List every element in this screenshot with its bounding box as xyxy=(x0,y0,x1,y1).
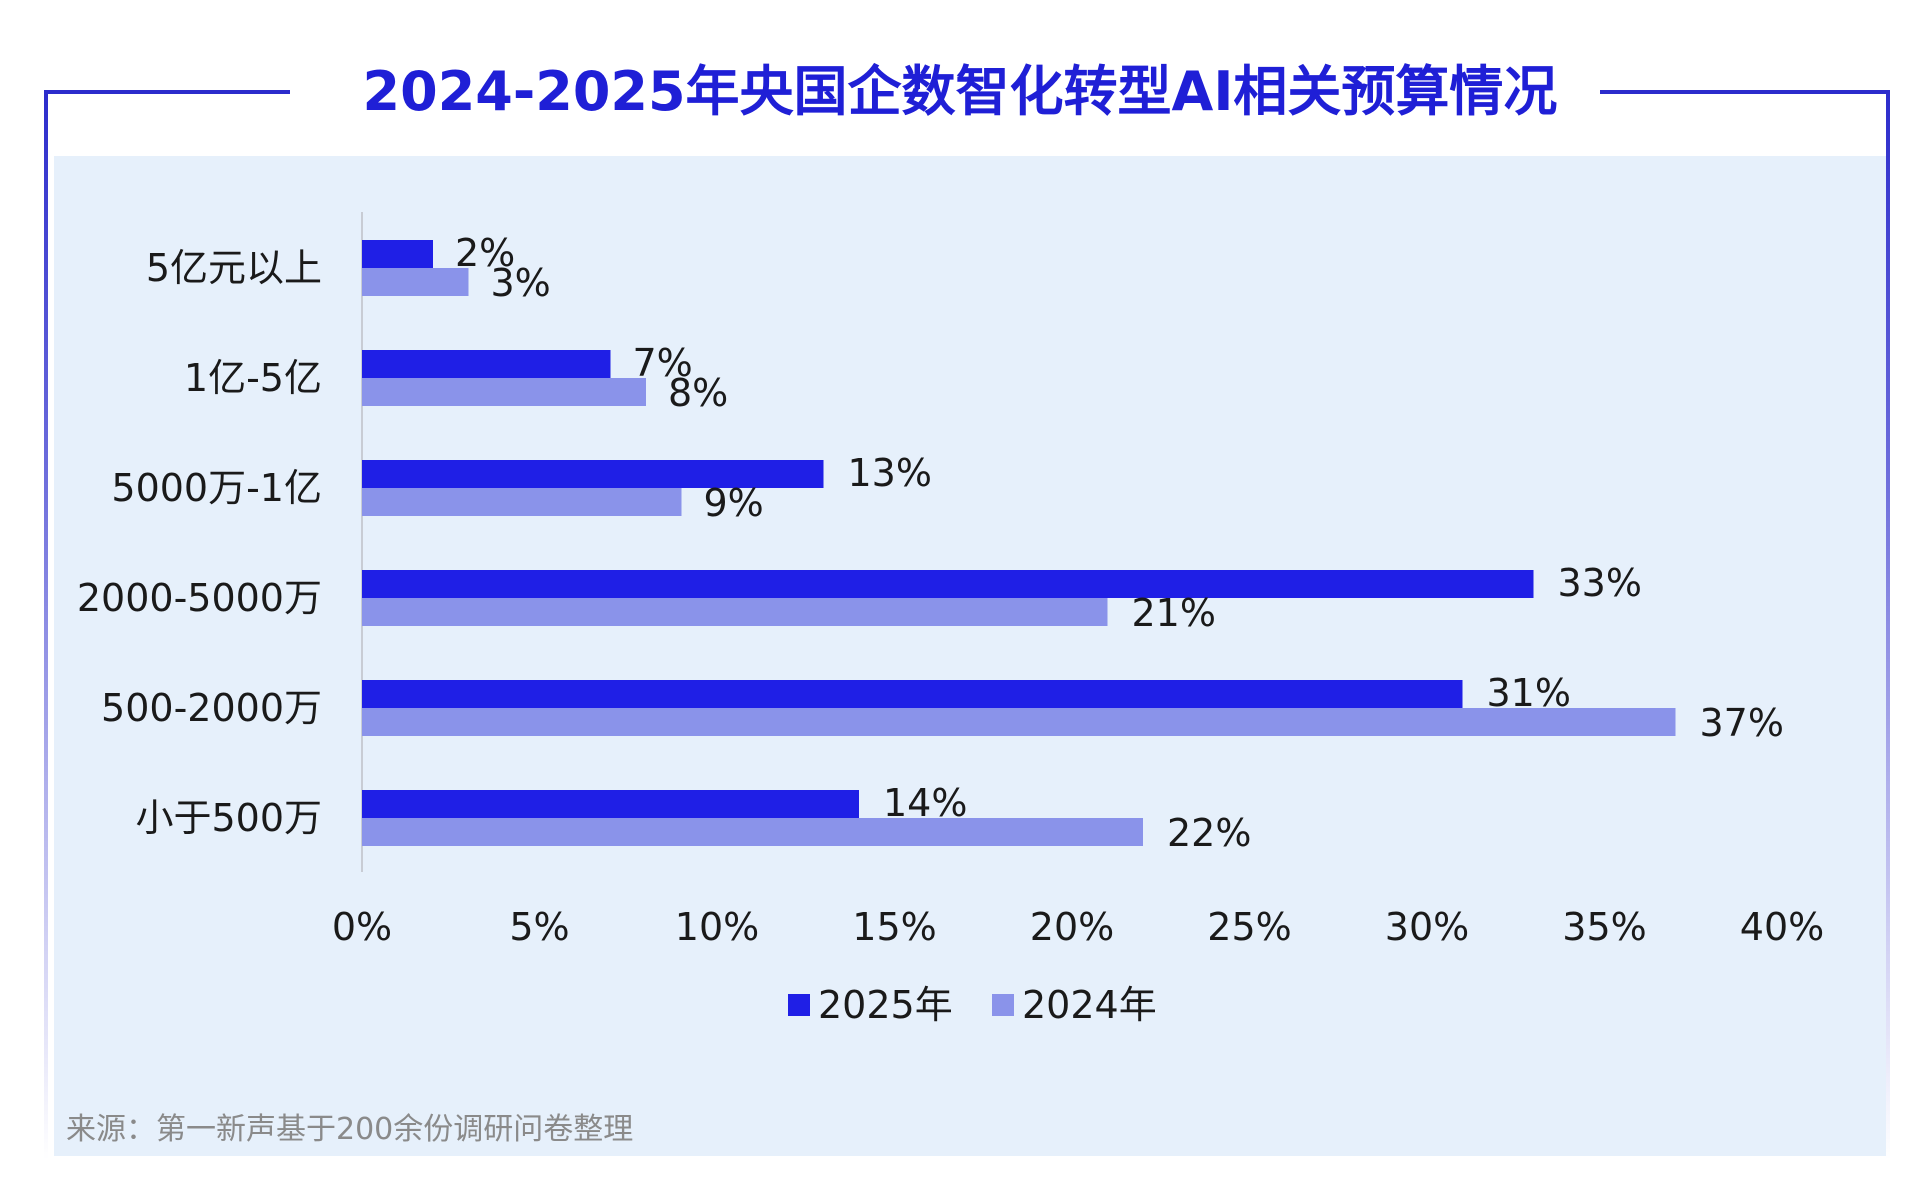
data-label: 21% xyxy=(1132,591,1216,635)
data-label: 14% xyxy=(883,781,967,825)
legend-swatch-2025 xyxy=(788,994,810,1016)
data-label: 7% xyxy=(633,341,693,385)
bar-2024 xyxy=(362,378,646,406)
data-label: 13% xyxy=(848,451,932,495)
category-label: 1亿-5亿 xyxy=(184,356,322,400)
frame-right-edge xyxy=(1886,90,1890,1160)
bar-2024 xyxy=(362,268,469,296)
source-note: 来源：第一新声基于200余份调研问卷整理 xyxy=(66,1112,634,1147)
category-label: 500-2000万 xyxy=(101,686,322,730)
x-tick-label: 25% xyxy=(1207,905,1291,949)
x-tick-label: 40% xyxy=(1740,905,1824,949)
legend-label: 2024年 xyxy=(1022,983,1157,1027)
data-label: 8% xyxy=(668,371,728,415)
data-label: 37% xyxy=(1700,701,1784,745)
bar-2025 xyxy=(362,680,1463,708)
x-tick-label: 0% xyxy=(332,905,392,949)
legend-swatch-2024 xyxy=(992,994,1014,1016)
bar-2025 xyxy=(362,570,1534,598)
x-tick-label: 35% xyxy=(1562,905,1646,949)
category-label: 5亿元以上 xyxy=(146,246,322,290)
bar-2024 xyxy=(362,708,1676,736)
bar-2024 xyxy=(362,598,1108,626)
x-tick-label: 15% xyxy=(852,905,936,949)
data-label: 22% xyxy=(1167,811,1251,855)
x-tick-label: 5% xyxy=(509,905,569,949)
bar-2025 xyxy=(362,460,824,488)
bar-2025 xyxy=(362,240,433,268)
bar-2024 xyxy=(362,818,1143,846)
bar-2024 xyxy=(362,488,682,516)
data-label: 9% xyxy=(704,481,764,525)
data-label: 31% xyxy=(1487,671,1571,715)
bar-2025 xyxy=(362,350,611,378)
data-label: 3% xyxy=(491,261,551,305)
x-tick-label: 10% xyxy=(675,905,759,949)
x-tick-label: 20% xyxy=(1030,905,1114,949)
category-label: 5000万-1亿 xyxy=(111,466,322,510)
category-label: 小于500万 xyxy=(135,796,322,840)
legend-label: 2025年 xyxy=(818,983,953,1027)
data-label: 33% xyxy=(1558,561,1642,605)
chart-title: 2024-2025年央国企数智化转型AI相关预算情况 xyxy=(362,60,1558,123)
data-label: 2% xyxy=(455,231,515,275)
bar-2025 xyxy=(362,790,859,818)
frame-left-edge xyxy=(44,90,48,1160)
category-label: 2000-5000万 xyxy=(77,576,322,620)
x-tick-label: 30% xyxy=(1385,905,1469,949)
panel-background xyxy=(54,156,1886,1156)
